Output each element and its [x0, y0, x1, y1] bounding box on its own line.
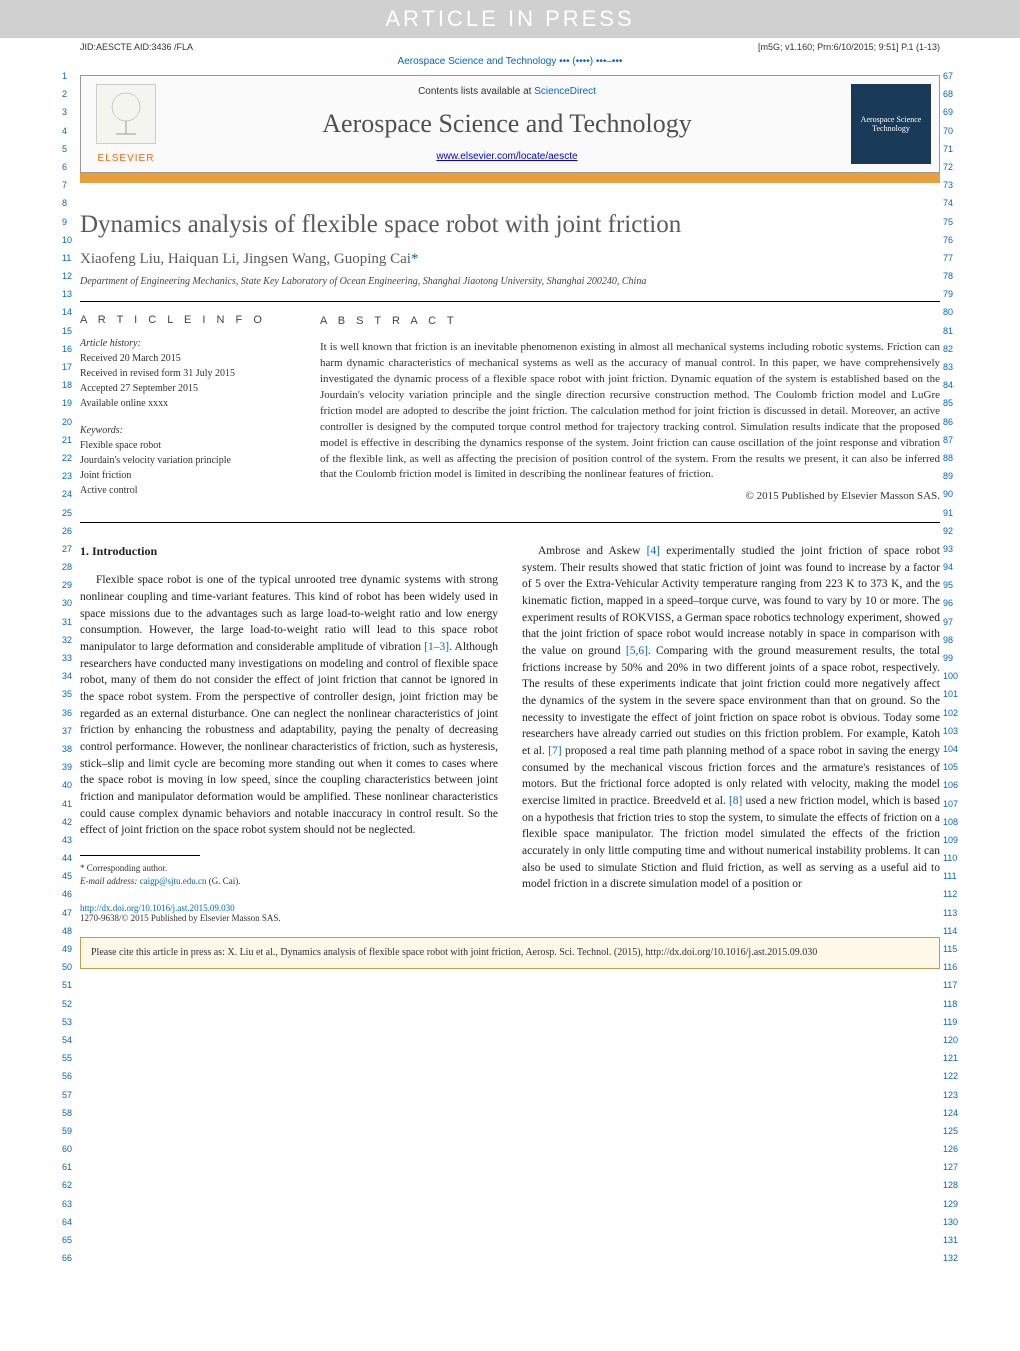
elsevier-wordmark: ELSEVIER — [98, 153, 155, 164]
doi-block: http://dx.doi.org/10.1016/j.ast.2015.09.… — [80, 903, 940, 923]
divider-bottom — [80, 522, 940, 523]
section-1-heading: 1. Introduction — [80, 543, 498, 560]
watermark-banner: ARTICLE IN PRESS — [0, 0, 1020, 38]
keyword-4: Active control — [80, 483, 300, 498]
intro-paragraph-left: Flexible space robot is one of the typic… — [80, 572, 498, 839]
received-date: Received 20 March 2015 — [80, 351, 300, 366]
line-numbers-left: 1234567891011121314151617181920212223242… — [62, 72, 72, 1272]
accepted-date: Accepted 27 September 2015 — [80, 381, 300, 396]
history-label: Article history: — [80, 336, 300, 351]
abstract-copyright: © 2015 Published by Elsevier Masson SAS. — [320, 489, 940, 505]
article-title: Dynamics analysis of flexible space robo… — [80, 211, 940, 239]
article-info-column: A R T I C L E I N F O Article history: R… — [80, 314, 320, 510]
body-column-right: Ambrose and Askew [4] experimentally stu… — [522, 543, 940, 893]
authors-line: Xiaofeng Liu, Haiquan Li, Jingsen Wang, … — [80, 251, 940, 268]
abstract-heading: A B S T R A C T — [320, 314, 940, 330]
m5g-label: [m5G; v1.160; Prn:6/10/2015; 9:51] P.1 (… — [758, 42, 940, 52]
orange-divider-bar — [80, 173, 940, 183]
footnote-separator — [80, 855, 200, 856]
article-history-block: Article history: Received 20 March 2015 … — [80, 336, 300, 411]
jid-label: JID:AESCTE AID:3436 /FLA — [80, 42, 193, 52]
affiliation: Department of Engineering Mechanics, Sta… — [80, 276, 940, 287]
corresponding-author-note: * Corresponding author. — [80, 862, 498, 875]
journal-name: Aerospace Science and Technology — [181, 109, 833, 139]
section-title: Introduction — [92, 544, 157, 558]
footnotes: * Corresponding author. E-mail address: … — [80, 862, 498, 887]
citation-5-6[interactable]: [5,6] — [626, 645, 648, 657]
citation-8[interactable]: [8] — [729, 795, 742, 807]
elsevier-tree-icon — [96, 84, 156, 144]
journal-url-link[interactable]: www.elsevier.com/locate/aescte — [436, 151, 577, 162]
corresponding-star-icon: * — [411, 251, 419, 267]
intro-paragraph-right: Ambrose and Askew [4] experimentally stu… — [522, 543, 940, 893]
issn-copyright-line: 1270-9638/© 2015 Published by Elsevier M… — [80, 913, 940, 923]
sciencedirect-link[interactable]: ScienceDirect — [534, 86, 596, 97]
keyword-1: Flexible space robot — [80, 438, 300, 453]
header-center: Contents lists available at ScienceDirec… — [171, 76, 843, 172]
citation-4[interactable]: [4] — [647, 545, 660, 557]
authors-names: Xiaofeng Liu, Haiquan Li, Jingsen Wang, … — [80, 251, 411, 267]
email-link[interactable]: caigp@sjtu.edu.cn — [140, 876, 207, 886]
journal-reference: Aerospace Science and Technology ••• (••… — [0, 54, 1020, 75]
citation-1-3[interactable]: [1–3] — [424, 641, 449, 653]
keywords-block: Keywords: Flexible space robot Jourdain'… — [80, 423, 300, 498]
email-label: E-mail address: — [80, 876, 140, 886]
online-date: Available online xxxx — [80, 396, 300, 411]
citation-box: Please cite this article in press as: X.… — [80, 937, 940, 969]
email-line: E-mail address: caigp@sjtu.edu.cn (G. Ca… — [80, 875, 498, 888]
elsevier-logo-block: ELSEVIER — [81, 76, 171, 172]
journal-header: ELSEVIER Contents lists available at Sci… — [80, 75, 940, 173]
doi-link[interactable]: http://dx.doi.org/10.1016/j.ast.2015.09.… — [80, 903, 235, 913]
meta-row: JID:AESCTE AID:3436 /FLA [m5G; v1.160; P… — [0, 38, 1020, 54]
contents-prefix: Contents lists available at — [418, 86, 534, 97]
citation-7[interactable]: [7] — [548, 745, 561, 757]
body-two-column: 1. Introduction Flexible space robot is … — [80, 543, 940, 893]
info-abstract-row: A R T I C L E I N F O Article history: R… — [80, 302, 940, 522]
keyword-2: Jourdain's velocity variation principle — [80, 453, 300, 468]
keywords-label: Keywords: — [80, 423, 300, 438]
body-column-left: 1. Introduction Flexible space robot is … — [80, 543, 498, 893]
article-info-heading: A R T I C L E I N F O — [80, 314, 300, 326]
revised-date: Received in revised form 31 July 2015 — [80, 366, 300, 381]
contents-available-line: Contents lists available at ScienceDirec… — [181, 86, 833, 97]
email-attribution: (G. Cai). — [206, 876, 240, 886]
line-numbers-right: 6768697071727374757677787980818283848586… — [943, 72, 958, 1272]
keyword-3: Joint friction — [80, 468, 300, 483]
journal-cover-thumbnail: Aerospace Science Technology — [851, 84, 931, 164]
section-number: 1. — [80, 544, 89, 558]
abstract-column: A B S T R A C T It is well known that fr… — [320, 314, 940, 510]
abstract-text: It is well known that friction is an ine… — [320, 340, 940, 483]
